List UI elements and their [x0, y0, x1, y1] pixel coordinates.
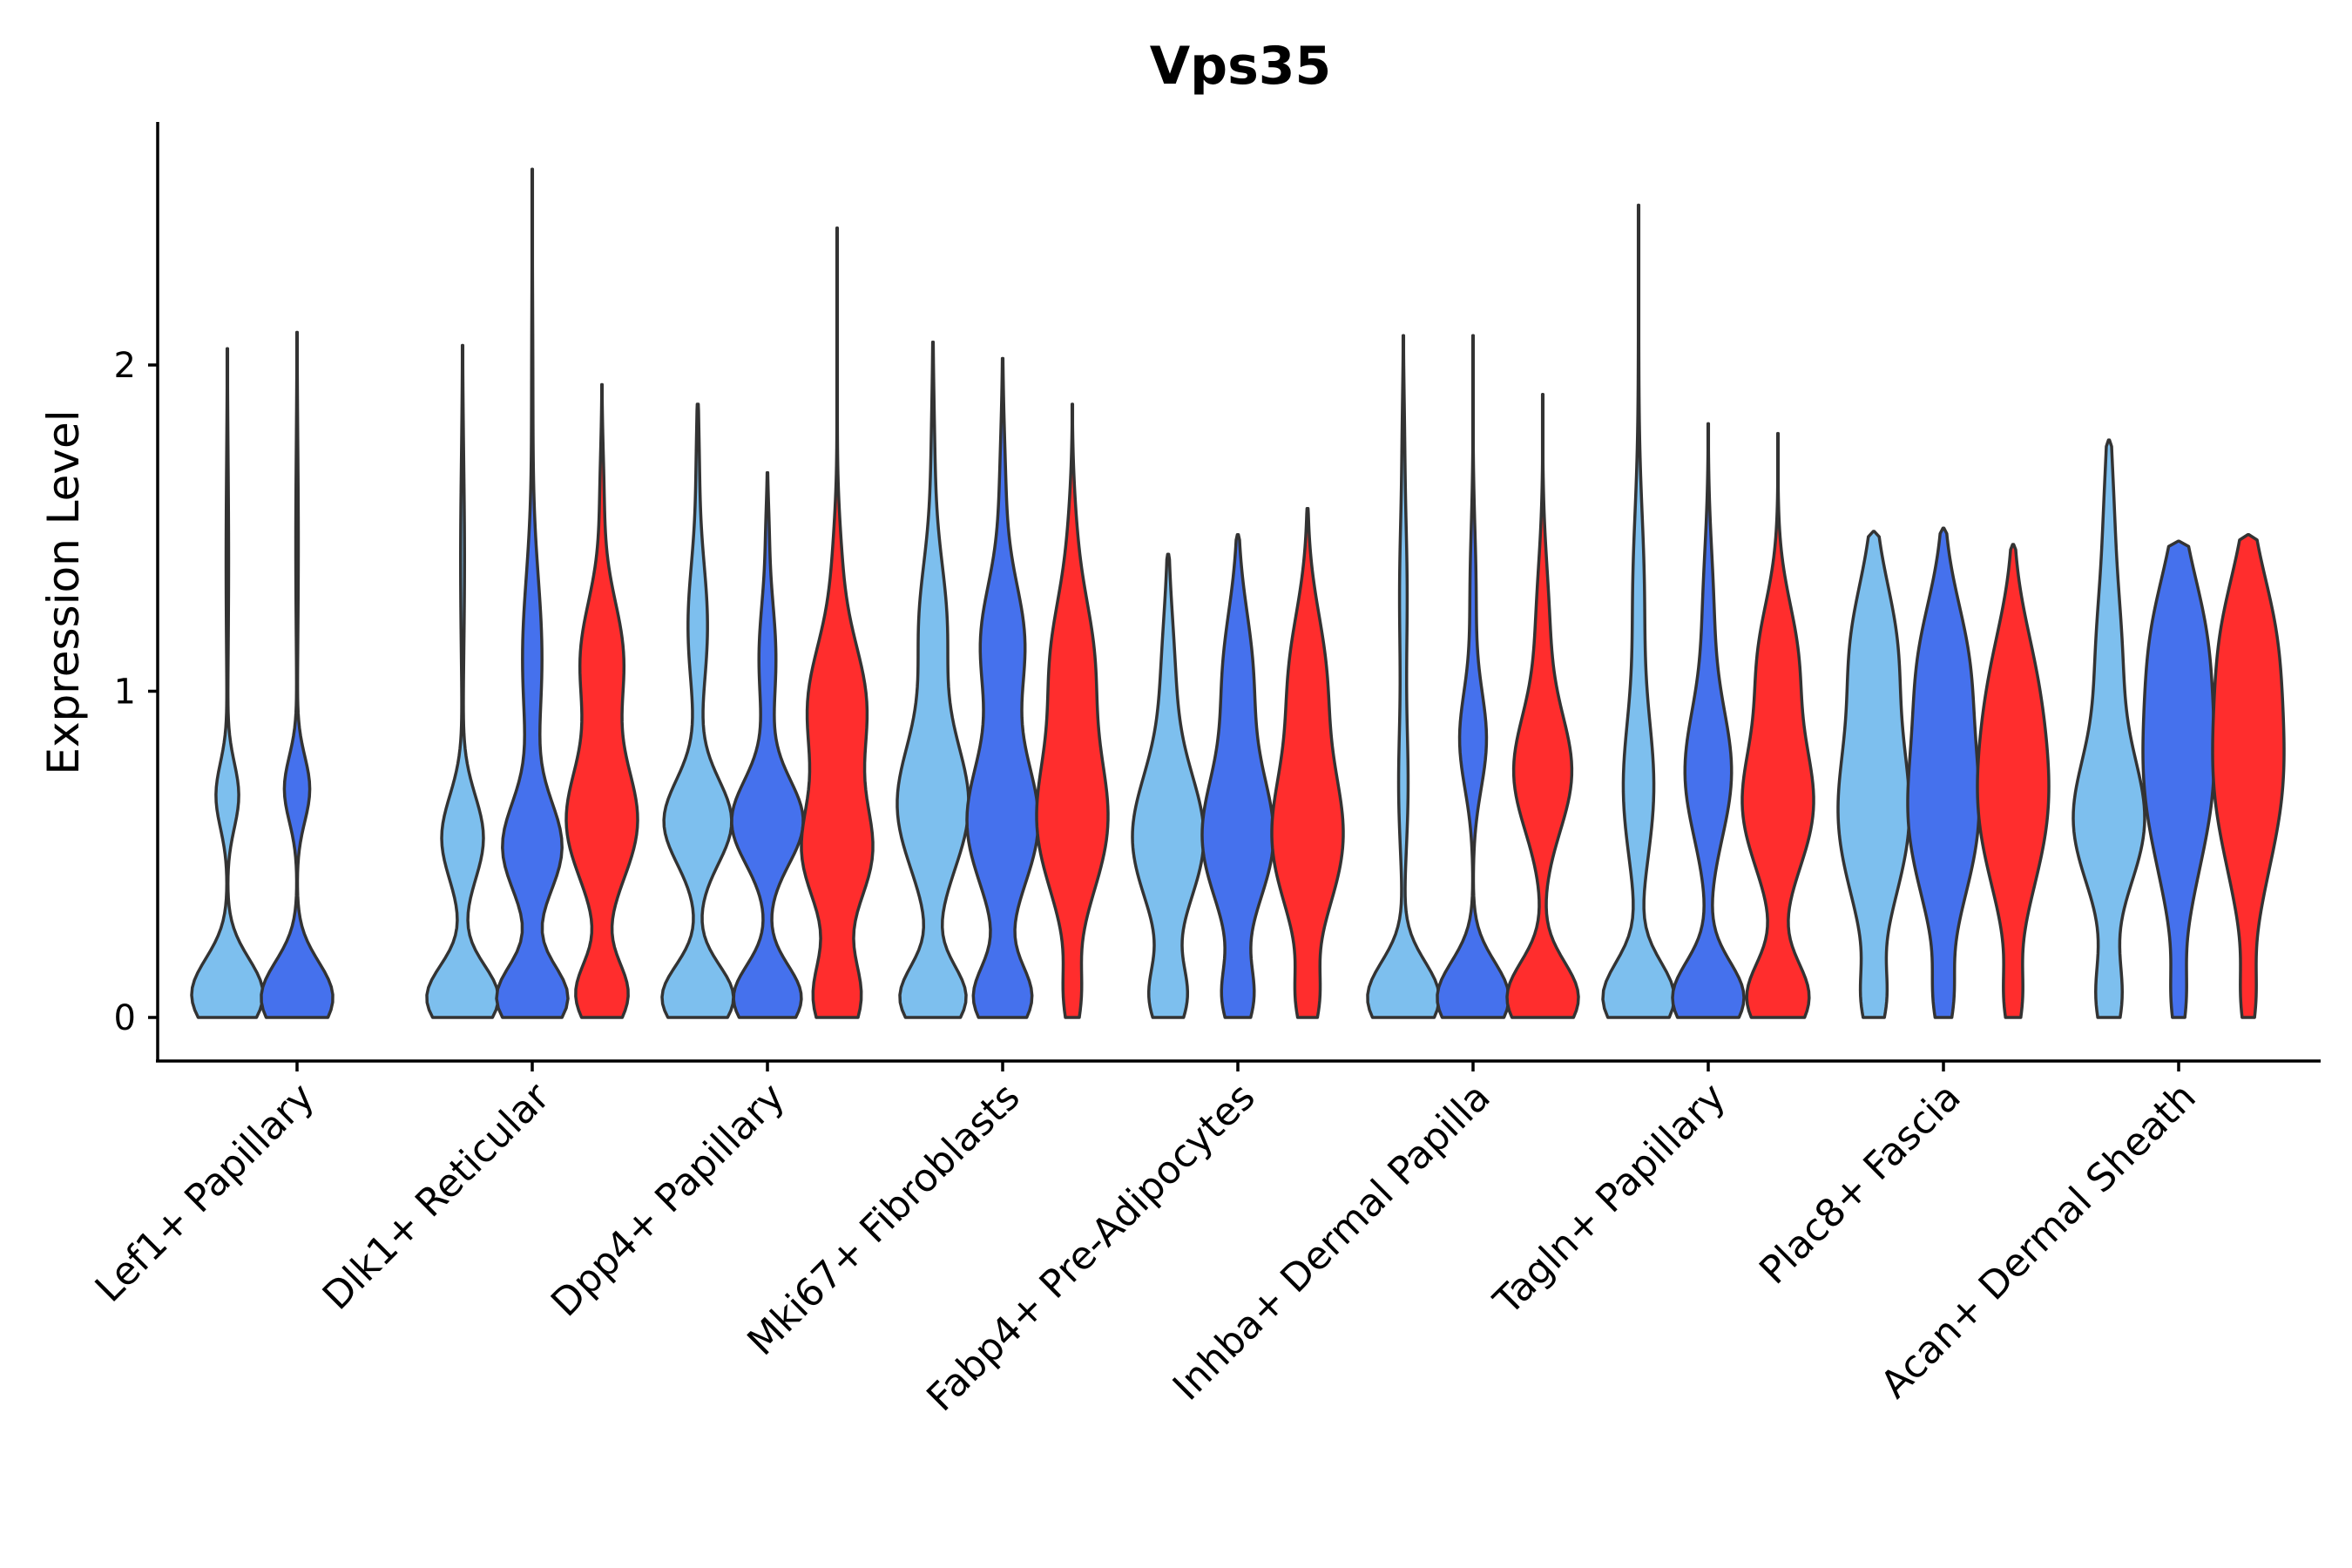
violin-shape — [2211, 532, 2286, 1019]
violin-shape — [1740, 431, 1815, 1019]
chart-title: Vps35 — [1150, 36, 1332, 97]
violin-shape — [425, 343, 500, 1019]
violin-shape — [1270, 507, 1345, 1019]
y-tick-label: 2 — [114, 346, 136, 386]
x-tick-label: Tagln+ Papillary — [1485, 1075, 1734, 1324]
violin-shape — [1035, 402, 1110, 1019]
y-axis-ticks: 0 1 2 — [114, 346, 158, 1038]
violin-shape — [896, 341, 970, 1019]
violin-shape — [1366, 334, 1441, 1019]
violin-shape — [1601, 203, 1676, 1019]
violin-shape — [260, 330, 335, 1019]
violin-shape — [730, 470, 805, 1019]
violin-shape — [2141, 539, 2216, 1019]
x-tick-label: Dpp4+ Papillary — [543, 1075, 794, 1326]
y-tick-label: 0 — [114, 998, 136, 1038]
violin-shape — [800, 226, 875, 1019]
violin-shape — [1906, 526, 1981, 1019]
violin-shape — [1505, 392, 1580, 1019]
violin-shape — [1131, 552, 1206, 1019]
x-tick-label: Lef1+ Papillary — [87, 1075, 323, 1311]
violin-shape — [190, 347, 265, 1019]
x-tick-label: Plac8+ Fascia — [1751, 1075, 1970, 1294]
violin-shape — [965, 356, 1040, 1019]
violin-shape — [1671, 422, 1746, 1019]
violin-shape — [564, 382, 639, 1019]
y-tick-label: 1 — [114, 672, 136, 713]
violin-shape — [495, 167, 570, 1019]
violin-shape — [1836, 530, 1911, 1019]
violin-shape — [1436, 334, 1511, 1019]
violin-layer — [190, 167, 2286, 1019]
violin-shape — [1200, 532, 1275, 1019]
violin-shape — [1976, 543, 2051, 1019]
violin-shape — [660, 402, 735, 1019]
y-axis-label: Expression Level — [38, 409, 89, 774]
x-tick-label: Dlk1+ Reticular — [314, 1074, 559, 1319]
violin-shape — [2072, 438, 2146, 1019]
